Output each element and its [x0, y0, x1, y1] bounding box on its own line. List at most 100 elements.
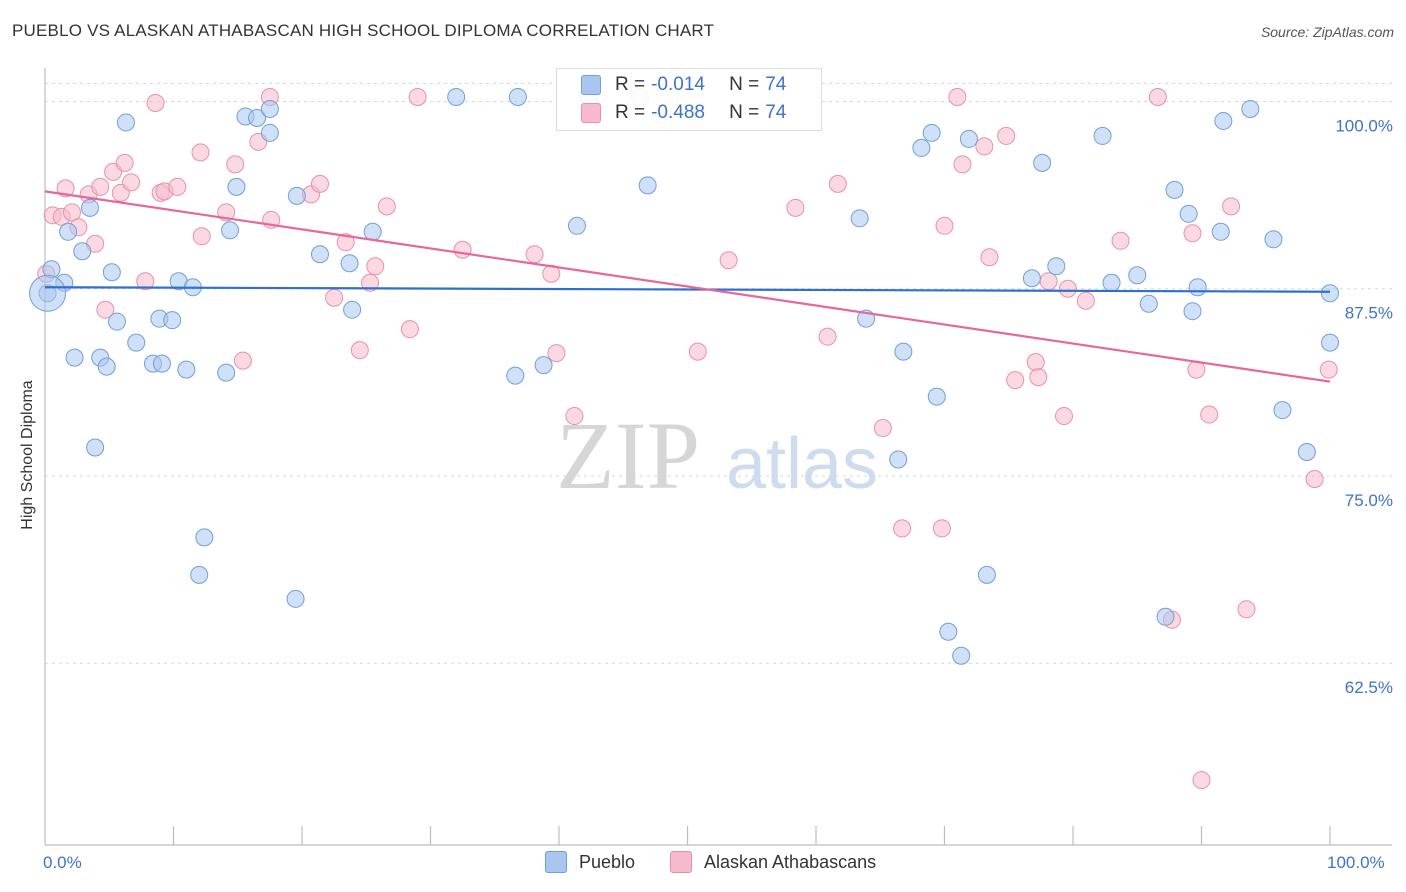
athabascan-point	[1026, 353, 1045, 372]
stats-legend: R = -0.014 N = 74 R = -0.488 N = 74	[556, 68, 822, 131]
pueblo-point	[127, 333, 146, 352]
athabascan-point	[1319, 360, 1338, 379]
legend-label-athabascan: Alaskan Athabascans	[704, 851, 877, 872]
pueblo-point	[1273, 401, 1292, 420]
athabascan-point	[1111, 231, 1130, 250]
pueblo-point	[1047, 257, 1066, 276]
athabascan-point	[62, 203, 81, 222]
pueblo-point	[912, 138, 931, 157]
pueblo-point	[97, 357, 116, 376]
athabascan-point	[146, 93, 165, 112]
pueblo-point	[116, 113, 135, 132]
pueblo-point	[1183, 302, 1202, 321]
pueblo-point	[447, 87, 466, 106]
pueblo-point	[952, 646, 971, 665]
pueblo-point-large	[29, 274, 67, 312]
series-pueblo-points	[29, 87, 1339, 665]
source-note: Source: ZipAtlas.com	[1260, 24, 1394, 40]
athabascan-point	[191, 143, 210, 162]
pueblo-point	[1297, 443, 1316, 462]
athabascan-point	[310, 174, 329, 193]
athabascan-point	[1222, 197, 1241, 216]
pueblo-point	[1093, 126, 1112, 145]
pueblo-point	[73, 242, 92, 261]
athabascan-point	[1237, 600, 1256, 619]
athabascan-point	[192, 227, 211, 246]
athabascan-point	[953, 155, 972, 174]
n-label: N =	[729, 102, 760, 123]
chart-title: PUEBLO VS ALASKAN ATHABASCAN HIGH SCHOOL…	[12, 21, 715, 40]
athabascan-point	[525, 245, 544, 264]
pueblo-point	[1264, 230, 1283, 249]
pueblo-point	[894, 342, 913, 361]
pueblo-point	[1022, 269, 1041, 288]
pueblo-point	[977, 565, 996, 584]
athabascan-point	[997, 126, 1016, 145]
pueblo-point	[227, 177, 246, 196]
pueblo-point	[102, 263, 121, 282]
pueblo-point	[310, 245, 329, 264]
x-tick-label-max: 100.0%	[1327, 853, 1385, 872]
pueblo-point	[190, 565, 209, 584]
pueblo-point	[248, 108, 267, 127]
pueblo-legend-swatch	[545, 851, 567, 873]
pueblo-point	[534, 356, 553, 375]
athabascan-point	[91, 177, 110, 196]
stats-row-pueblo: R = -0.014 N = 74	[581, 73, 786, 97]
athabascan-point	[325, 288, 344, 307]
athabascan-point	[932, 519, 951, 538]
athabascan-point	[453, 240, 472, 259]
athabascan-point	[893, 519, 912, 538]
athabascan-swatch	[581, 103, 601, 123]
athabascan-point	[688, 342, 707, 361]
pueblo-point	[1321, 333, 1339, 352]
pueblo-point	[1179, 204, 1198, 223]
pueblo-point	[152, 354, 171, 373]
r-label: R =	[615, 74, 646, 95]
athabascan-point	[1200, 405, 1219, 424]
athabascan-point	[400, 320, 419, 339]
pueblo-point	[1188, 278, 1207, 297]
pueblo-point	[1321, 284, 1339, 303]
pueblo-point	[506, 366, 525, 385]
athabascan-legend-swatch	[670, 851, 692, 873]
n-value: 74	[765, 74, 787, 95]
r-value: -0.488	[651, 102, 705, 123]
athabascan-point	[233, 351, 252, 370]
athabascan-point	[408, 87, 427, 106]
pueblo-point	[163, 311, 182, 330]
pueblo-point	[59, 222, 78, 241]
athabascan-point	[1055, 407, 1074, 426]
pueblo-point	[221, 221, 240, 240]
legend-item-pueblo[interactable]: Pueblo	[545, 851, 635, 873]
y-tick-label: 62.5%	[1345, 678, 1393, 697]
pueblo-swatch	[581, 75, 601, 95]
pueblo-point	[939, 622, 958, 641]
pueblo-point	[1102, 273, 1121, 292]
athabascan-point	[115, 153, 134, 172]
athabascan-point	[975, 137, 994, 156]
athabascan-trend-line	[44, 190, 1331, 383]
legend-label-pueblo: Pueblo	[579, 851, 636, 872]
athabascan-point	[873, 419, 892, 438]
pueblo-point	[508, 87, 527, 106]
pueblo-point	[260, 99, 279, 118]
r-value: -0.014	[651, 74, 705, 95]
athabascan-point	[1076, 291, 1095, 310]
r-label: R =	[615, 102, 646, 123]
pueblo-point	[889, 450, 908, 469]
pueblo-point	[959, 129, 978, 148]
athabascan-point	[547, 344, 566, 363]
pueblo-point	[343, 300, 362, 319]
watermark-atlas: atlas	[726, 424, 878, 504]
trend-lines	[44, 190, 1331, 383]
pueblo-trend-line	[44, 286, 1331, 293]
pueblo-point	[1211, 222, 1230, 241]
y-tick-labels: 62.5% 75.0% 87.5% 100.0%	[1335, 116, 1393, 697]
athabascan-point	[935, 216, 954, 235]
legend-item-athabascan[interactable]: Alaskan Athabascans	[670, 851, 876, 873]
pueblo-point	[363, 222, 382, 241]
athabascan-point	[1183, 224, 1202, 243]
pueblo-point	[177, 360, 196, 379]
n-value: 74	[765, 102, 787, 123]
